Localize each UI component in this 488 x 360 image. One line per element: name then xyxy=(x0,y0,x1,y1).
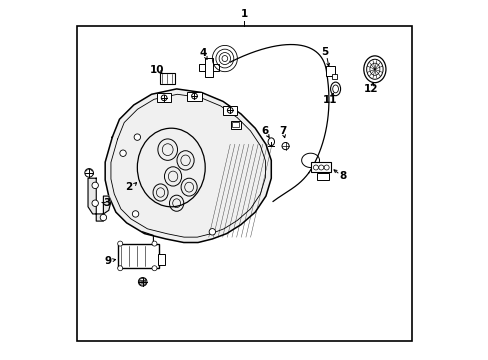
Bar xyxy=(316,173,328,180)
Text: 1: 1 xyxy=(241,9,247,19)
Circle shape xyxy=(132,211,139,217)
Text: 9: 9 xyxy=(104,256,111,266)
Polygon shape xyxy=(88,178,110,221)
Circle shape xyxy=(84,168,93,177)
Bar xyxy=(325,66,334,76)
Bar xyxy=(157,93,171,102)
Bar xyxy=(77,26,411,341)
Text: 12: 12 xyxy=(364,84,378,94)
Text: 5: 5 xyxy=(321,47,328,57)
Bar xyxy=(232,122,238,127)
Text: 2: 2 xyxy=(124,182,132,192)
Circle shape xyxy=(138,278,147,286)
Circle shape xyxy=(134,134,140,140)
Text: 11: 11 xyxy=(322,95,337,105)
Circle shape xyxy=(118,266,122,271)
Circle shape xyxy=(227,108,233,113)
Bar xyxy=(157,254,164,265)
Bar xyxy=(230,121,240,129)
Circle shape xyxy=(92,182,98,189)
Bar xyxy=(311,162,330,172)
Text: 10: 10 xyxy=(149,65,164,75)
Text: 6: 6 xyxy=(261,126,268,136)
Circle shape xyxy=(161,95,166,101)
Bar xyxy=(118,244,159,267)
Text: 8: 8 xyxy=(338,171,346,181)
Circle shape xyxy=(120,150,126,157)
Bar xyxy=(223,106,237,115)
Bar xyxy=(199,64,218,71)
Text: 4: 4 xyxy=(199,48,207,58)
Circle shape xyxy=(152,241,157,246)
Bar xyxy=(331,74,337,79)
Circle shape xyxy=(100,214,106,221)
Text: 3: 3 xyxy=(103,198,110,208)
Circle shape xyxy=(152,266,157,271)
Bar xyxy=(187,91,201,100)
Bar xyxy=(204,58,212,77)
Circle shape xyxy=(209,229,215,235)
Bar xyxy=(160,73,175,84)
Circle shape xyxy=(191,93,197,99)
Circle shape xyxy=(92,200,98,206)
Polygon shape xyxy=(105,89,271,243)
Circle shape xyxy=(118,241,122,246)
Text: 7: 7 xyxy=(279,126,286,136)
